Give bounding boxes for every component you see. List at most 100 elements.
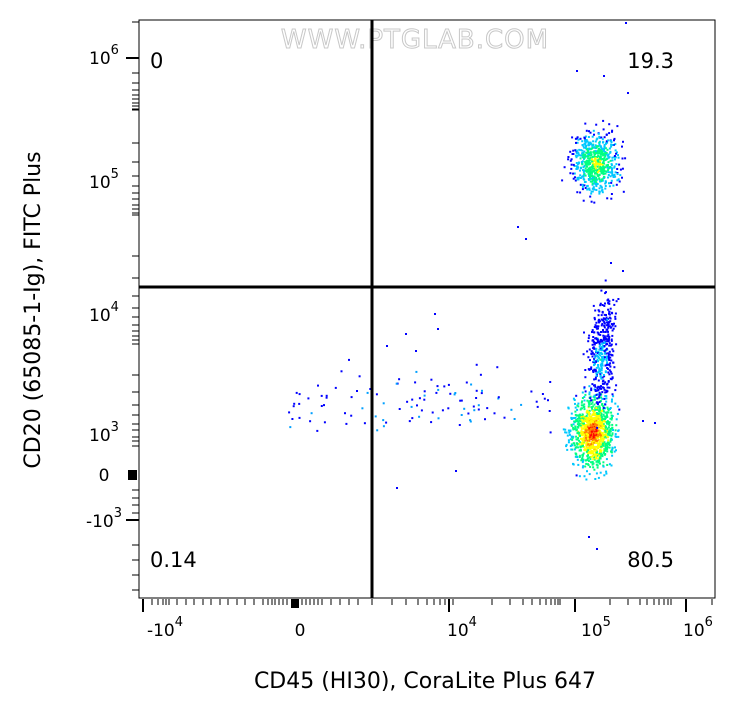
event-dot-1157: [609, 365, 612, 368]
event-dot-2187: [443, 385, 446, 388]
event-dot-2115: [567, 158, 570, 161]
event-dot-1119: [604, 351, 607, 354]
event-dot-962: [597, 415, 600, 418]
event-dot-2252: [307, 397, 310, 400]
event-dot-1669: [589, 180, 592, 183]
event-dot-1269: [595, 326, 598, 329]
event-dot-780: [583, 435, 586, 438]
event-dot-1747: [605, 133, 608, 136]
event-dot-172: [572, 428, 575, 431]
event-dot-1402: [599, 339, 602, 342]
event-dot-298: [581, 400, 584, 403]
event-dot-1910: [589, 195, 592, 198]
event-dot-898: [594, 408, 597, 411]
event-dot-2237: [415, 370, 418, 373]
event-dot-1343: [592, 339, 595, 342]
event-dot-1832: [580, 149, 583, 152]
event-dot-2142: [579, 191, 582, 194]
event-dot-2110: [602, 160, 605, 163]
event-dot-1199: [598, 387, 601, 390]
event-dot-726: [596, 393, 599, 396]
event-dot-1056: [588, 415, 591, 418]
event-dot-439: [590, 441, 593, 444]
event-dot-753: [596, 447, 599, 450]
y-tick-base-0: 10: [89, 49, 111, 69]
event-dot-1928: [600, 168, 603, 171]
event-dot-755: [597, 445, 599, 448]
event-dot-2234: [411, 417, 414, 420]
event-dot-1828: [592, 165, 595, 168]
event-dot-2084: [610, 164, 613, 167]
event-dot-1341: [605, 391, 608, 394]
event-dot-549: [575, 414, 578, 417]
event-dot-556: [586, 412, 589, 415]
y-axis-minor-ticks: [126, 21, 139, 591]
event-dot-1438: [608, 344, 611, 347]
event-dot-1241: [604, 349, 607, 352]
event-dot-1388: [604, 391, 607, 394]
event-dot-1201: [609, 353, 612, 356]
event-dot-2248: [310, 412, 313, 415]
event-dot-908: [614, 435, 617, 438]
event-dot-1651: [604, 172, 607, 175]
event-dot-2265: [374, 415, 377, 418]
event-dot-2104: [602, 165, 605, 168]
event-dot-2082: [583, 181, 586, 183]
event-dot-1460: [603, 338, 606, 341]
event-dot-1326: [605, 363, 608, 366]
event-dot-10: [594, 428, 597, 431]
event-dot-1336: [592, 347, 595, 350]
event-dot-360: [580, 430, 583, 433]
event-dot-928: [586, 437, 589, 440]
event-dot-71: [602, 413, 605, 416]
event-dot-885: [598, 414, 601, 417]
event-dot-1979: [585, 148, 588, 151]
event-dot-2260: [292, 405, 295, 408]
event-dot-833: [590, 452, 593, 455]
event-dot-1045: [597, 425, 600, 428]
event-dot-1789: [614, 158, 616, 161]
event-dot-1777: [579, 157, 582, 160]
event-dot-932: [594, 457, 597, 460]
event-dot-890: [570, 448, 573, 451]
event-dot-1342: [592, 340, 595, 343]
event-dot-1401: [603, 345, 606, 347]
event-dot-1298: [595, 350, 598, 353]
event-dot-399: [580, 459, 583, 462]
event-dot-2249: [358, 375, 361, 378]
event-dot-1474: [595, 321, 598, 324]
event-dot-187: [581, 466, 584, 469]
event-dot-1621: [569, 159, 572, 162]
event-dot-618: [598, 444, 601, 447]
event-dot-1419: [597, 388, 600, 391]
event-dot-253: [614, 433, 617, 436]
event-dot-2098: [602, 153, 604, 156]
event-dot-600: [565, 445, 568, 448]
event-dot-1756: [602, 170, 605, 173]
event-dot-2212: [309, 420, 312, 423]
event-dot-1824: [574, 137, 577, 140]
event-dot-138: [611, 426, 614, 429]
event-dot-1691: [577, 153, 580, 156]
event-dot-862: [592, 455, 595, 457]
event-dot-1841: [576, 191, 579, 194]
event-dot-1978: [608, 166, 611, 169]
event-dot-1966: [596, 159, 599, 162]
event-dot-964: [609, 440, 612, 443]
event-dot-1451: [603, 321, 606, 324]
event-dot-952: [594, 433, 597, 436]
event-dot-1990: [592, 151, 595, 154]
event-dot-810: [617, 435, 620, 438]
event-dot-2034: [603, 167, 606, 170]
event-dot-1414: [590, 399, 593, 402]
event-dot-208: [592, 452, 595, 455]
event-dot-1948: [601, 158, 604, 160]
event-dot-789: [588, 430, 591, 433]
x-tick-label-4: 106: [683, 615, 713, 641]
event-dot-1052: [593, 418, 596, 421]
event-dot-1095: [598, 450, 601, 453]
event-dot-1981: [608, 156, 611, 159]
event-dot-211: [585, 446, 588, 449]
event-dot-652: [601, 434, 604, 437]
event-dot-1192: [597, 385, 600, 388]
